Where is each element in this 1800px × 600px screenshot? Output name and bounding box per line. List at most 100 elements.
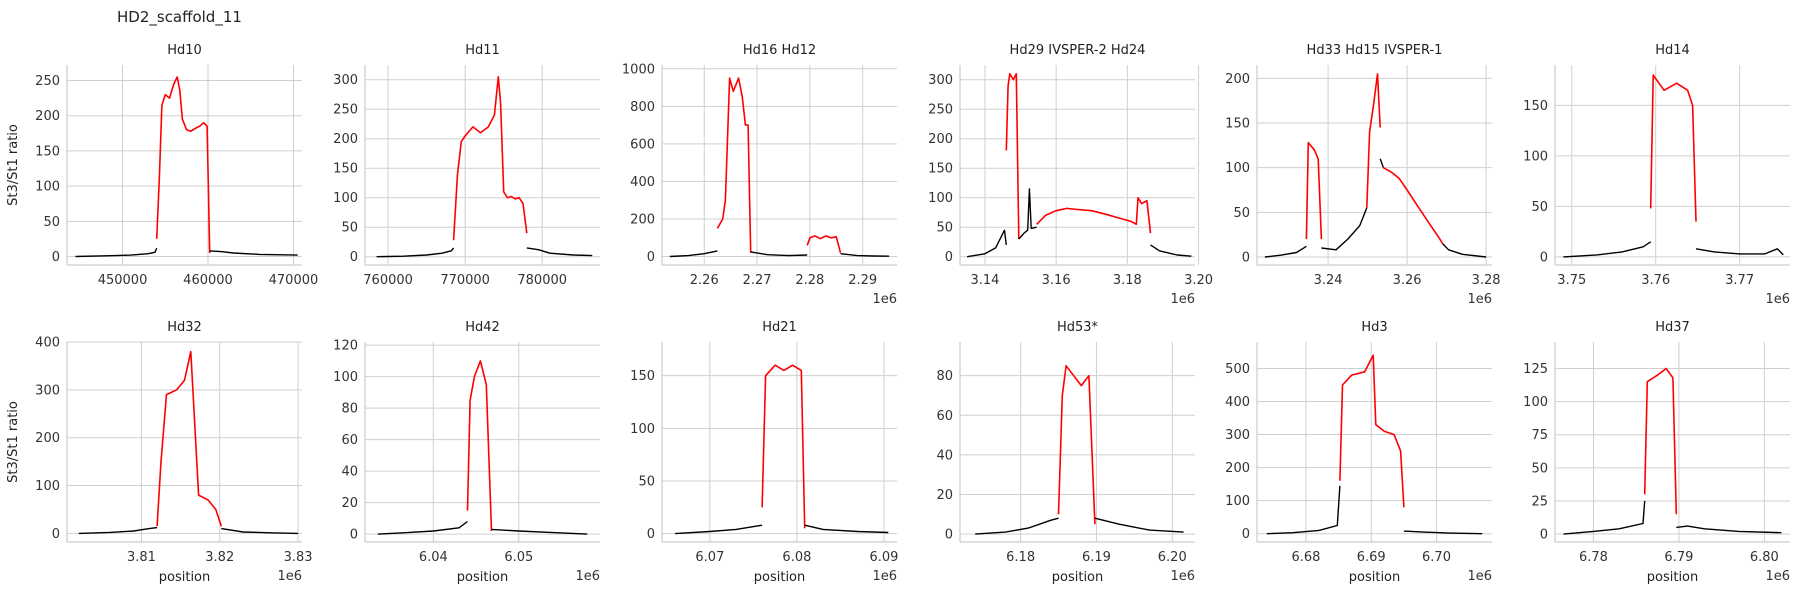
x-offset-label: 1e6 (1467, 569, 1492, 584)
x-tick-label: 6.08 (782, 550, 811, 565)
series-line-baseline (1563, 500, 1646, 535)
y-tick-label: 0 (945, 528, 953, 543)
series-line-baseline (1321, 207, 1368, 251)
y-tick-label: 100 (630, 422, 655, 437)
figure-title: HD2_scaffold_11 (117, 8, 242, 26)
subplot-9: Hd21 6.07 6.08 6.09 0 50 100 150 1e6 position (630, 320, 898, 585)
x-tick-label: 6.70 (1422, 550, 1451, 565)
subplot-6: Hd14 3.75 3.76 3.77 0 50 100 150 1e6 (1523, 43, 1790, 307)
y-tick-label: 50 (1233, 206, 1250, 221)
series-line-baseline (221, 527, 299, 535)
series-line-elevated (1366, 73, 1381, 208)
subplot-title: Hd29 IVSPER-2 Hd24 (1010, 43, 1146, 58)
series-line-elevated (761, 364, 806, 529)
y-tick-label: 100 (928, 191, 953, 206)
x-tick-label: 760000 (363, 273, 413, 288)
x-offset-label: 1e6 (872, 292, 897, 307)
series-line-elevated (1305, 141, 1323, 240)
subplot-title: Hd11 (465, 43, 500, 58)
x-tick-label: 3.83 (284, 550, 313, 565)
y-tick-label: 0 (52, 527, 60, 542)
series-line-baseline (1442, 243, 1487, 258)
series-line-baseline (675, 524, 763, 535)
subplot-title: Hd37 (1655, 320, 1690, 335)
x-tick-label: 3.75 (1557, 273, 1586, 288)
series-line-elevated (155, 76, 211, 254)
series-line-elevated (1036, 196, 1152, 234)
subplot-title: Hd42 (465, 320, 500, 335)
x-offset-label: 1e6 (1170, 292, 1195, 307)
x-offset-label: 1e6 (277, 569, 302, 584)
y-tick-label: 20 (341, 496, 358, 511)
y-axis-label: St3/St1 ratio (6, 124, 21, 206)
y-tick-label: 200 (35, 109, 60, 124)
x-tick-label: 2.26 (690, 273, 719, 288)
x-tick-label: 3.77 (1725, 273, 1754, 288)
series-line-elevated (1339, 354, 1405, 508)
x-tick-label: 3.76 (1641, 273, 1670, 288)
x-tick-label: 470000 (269, 273, 319, 288)
x-tick-label: 6.78 (1579, 550, 1608, 565)
x-tick-label: 6.18 (1006, 550, 1035, 565)
y-tick-label: 0 (1540, 250, 1548, 265)
x-axis-label: position (457, 570, 509, 585)
x-tick-label: 3.82 (205, 550, 234, 565)
series-line-baseline (1018, 188, 1037, 240)
y-tick-label: 50 (638, 474, 655, 489)
subplot-title: Hd33 Hd15 IVSPER-1 (1307, 43, 1443, 58)
y-tick-label: 300 (928, 73, 953, 88)
series-line-elevated (1643, 367, 1678, 515)
series-line-baseline (491, 528, 588, 535)
y-tick-label: 300 (1225, 428, 1250, 443)
x-tick-label: 450000 (98, 273, 148, 288)
y-tick-label: 500 (1225, 362, 1250, 377)
x-tick-label: 770000 (440, 273, 490, 288)
subplot-1: Hd10 450000 460000 470000 0 50 100 150 200 250 St3… (6, 43, 318, 288)
y-tick-label: 40 (341, 465, 358, 480)
x-tick-label: 2.29 (848, 273, 877, 288)
y-tick-label: 100 (333, 191, 358, 206)
y-tick-label: 150 (333, 162, 358, 177)
y-tick-label: 50 (43, 215, 60, 230)
y-tick-label: 0 (350, 250, 358, 265)
y-tick-label: 100 (1523, 149, 1548, 164)
y-tick-label: 60 (936, 409, 953, 424)
x-offset-label: 1e6 (1765, 292, 1790, 307)
x-tick-label: 6.68 (1291, 550, 1320, 565)
subplot-title: Hd10 (167, 43, 202, 58)
y-tick-label: 80 (936, 369, 953, 384)
y-tick-label: 800 (630, 100, 655, 115)
y-tick-label: 200 (928, 132, 953, 147)
x-tick-label: 2.28 (795, 273, 824, 288)
y-axis-label: St3/St1 ratio (6, 401, 21, 483)
subplot-8: Hd42 6.04 6.05 0 20 40 60 80 100 120 1e6 position (333, 320, 600, 585)
x-tick-label: 6.05 (504, 550, 533, 565)
x-tick-label: 6.09 (869, 550, 898, 565)
x-tick-label: 3.14 (970, 273, 999, 288)
series-line-baseline (804, 524, 889, 534)
y-tick-label: 200 (333, 132, 358, 147)
y-tick-label: 0 (647, 527, 655, 542)
x-tick-label: 6.04 (419, 550, 448, 565)
y-tick-label: 40 (936, 448, 953, 463)
y-tick-label: 100 (1225, 161, 1250, 176)
x-tick-label: 780000 (517, 273, 567, 288)
subplot-title: Hd32 (167, 320, 202, 335)
y-tick-label: 0 (1242, 527, 1250, 542)
series-line-baseline (1403, 530, 1483, 535)
x-tick-label: 3.81 (127, 550, 156, 565)
y-tick-label: 25 (1531, 494, 1548, 509)
subplot-11: Hd3 6.68 6.69 6.70 0 100 200 300 400 500 1e6 positi… (1225, 320, 1492, 585)
series-line-baseline (1094, 517, 1184, 533)
subplot-5: Hd33 Hd15 IVSPER-1 3.24 3.26 3.28 0 50 100 150 2… (1225, 43, 1500, 307)
y-tick-label: 0 (350, 528, 358, 543)
series-line-baseline (975, 517, 1059, 535)
series-line-elevated (156, 350, 223, 527)
series-line-baseline (526, 247, 593, 257)
x-axis-label: position (159, 570, 211, 585)
series-line-baseline (78, 526, 158, 535)
series-line-baseline (840, 253, 890, 257)
subplot-2: Hd11 760000 770000 780000 0 50 100 150 200 250 300 (333, 43, 600, 288)
y-tick-label: 300 (35, 383, 60, 398)
y-tick-label: 0 (647, 250, 655, 265)
